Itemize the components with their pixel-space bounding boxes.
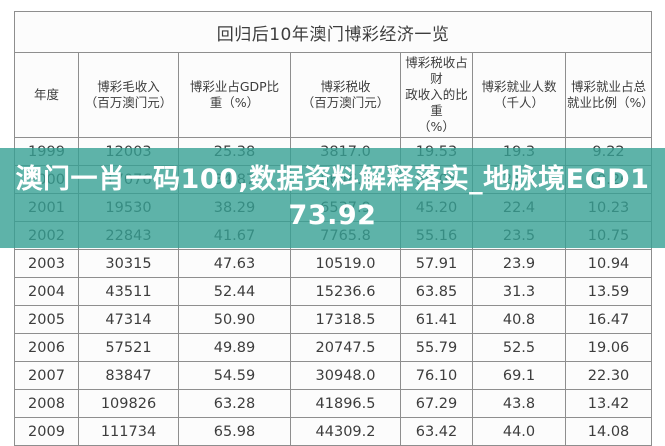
table-column-header-5: 博彩就业人数 （千人） (472, 52, 566, 138)
table-column-header-line: 博彩业占GDP比 (189, 79, 280, 94)
table-cell-value: 43.8 (472, 389, 566, 418)
table-cell-value: 57521 (78, 333, 179, 362)
table-cell-value: 41896.5 (290, 389, 401, 418)
table-title-row: 回归后10年澳门博彩经济一览 (13, 11, 653, 53)
table-column-header-1: 博彩毛收入 （百万澳门元） (78, 52, 179, 138)
table-cell-year: 2004 (14, 277, 79, 306)
table-cell-year: 2007 (14, 361, 79, 390)
table-cell-value: 44309.2 (290, 417, 401, 446)
table-column-header-line: 博彩税收 (320, 79, 371, 94)
table-cell-value: 55.79 (400, 333, 473, 362)
table-row: 2004 43511 52.44 15236.6 63.85 31.3 13.59 (14, 277, 653, 306)
table-cell-value: 61.41 (400, 305, 473, 334)
table-cell-value: 111734 (78, 417, 179, 446)
table-cell-value: 49.89 (178, 333, 291, 362)
table-column-header-line: 重（%） (209, 95, 260, 110)
table-cell-value: 52.44 (178, 277, 291, 306)
table-cell-value: 43511 (78, 277, 179, 306)
table-cell-value: 44.0 (472, 417, 566, 446)
table-cell-value: 63.42 (400, 417, 473, 446)
table-cell-value: 22.30 (564, 361, 653, 390)
table-column-header-line: 博彩毛收入 (97, 79, 160, 94)
table-cell-value: 63.85 (400, 277, 473, 306)
table-cell-value: 52.5 (472, 333, 566, 362)
table-cell-value: 23.9 (472, 249, 566, 278)
table-cell-value: 50.90 (178, 305, 291, 334)
table-column-header-4: 博彩税收占财 政收入的比重 （%） (400, 52, 473, 138)
table-cell-year: 2006 (14, 333, 79, 362)
table-row: 2008 109826 63.28 41896.5 67.29 43.8 13.42 (14, 389, 653, 418)
table-title: 回归后10年澳门博彩经济一览 (13, 11, 653, 53)
table-column-header-line: 就业比例（%） (567, 95, 654, 110)
watermark-text: 澳门一肖一码100,数据资料解释落实_地脉境EGD173.92 (15, 163, 650, 231)
table-column-header-line: （%） (418, 119, 455, 134)
table-column-header-0: 年度 (14, 52, 79, 138)
table-cell-value: 57.91 (400, 249, 473, 278)
table-row: 2005 47314 50.90 17318.5 61.41 40.8 16.47 (14, 305, 653, 334)
table-column-header-line: 政收入的比重 (405, 87, 468, 118)
table-cell-value: 14.08 (564, 417, 653, 446)
table-cell-value: 16.47 (564, 305, 653, 334)
table-cell-year: 2003 (14, 249, 79, 278)
table-column-header-line: 博彩就业占总 (571, 79, 647, 94)
table-cell-value: 17318.5 (290, 305, 401, 334)
table-cell-value: 30948.0 (290, 361, 401, 390)
table-cell-value: 65.98 (178, 417, 291, 446)
table-column-header-line: （百万澳门元） (84, 95, 173, 110)
table-cell-value: 19.06 (564, 333, 653, 362)
table-cell-value: 69.1 (472, 361, 566, 390)
table-row: 2007 83847 54.59 30948.0 76.10 69.1 22.30 (14, 361, 653, 390)
table-header-row: 年度 博彩毛收入 （百万澳门元） 博彩业占GDP比 重（%） 博彩税收 （百万澳门元） 博彩税… (14, 52, 654, 138)
table-cell-value: 10.94 (564, 249, 653, 278)
table-cell-value: 13.42 (564, 389, 653, 418)
table-cell-value: 63.28 (178, 389, 291, 418)
page-root: 回归后10年澳门博彩经济一览 年度 博彩毛收入 （百万澳门元） 博彩业占GDP比 重（%… (0, 11, 665, 446)
table-cell-value: 40.8 (472, 305, 566, 334)
table-cell-value: 15236.6 (290, 277, 401, 306)
table-cell-value: 47.63 (178, 249, 291, 278)
table-column-header-line: 博彩税收占财 (405, 55, 468, 86)
table-row: 2006 57521 49.89 20747.5 55.79 52.5 19.06 (14, 333, 653, 362)
table-column-header-line: （千人） (493, 95, 544, 110)
table-cell-value: 76.10 (400, 361, 473, 390)
table-column-header-line: （百万澳门元） (301, 95, 390, 110)
table-cell-value: 47314 (78, 305, 179, 334)
table-cell-value: 54.59 (178, 361, 291, 390)
table-cell-year: 2008 (14, 389, 79, 418)
table-column-header-6: 博彩就业占总 就业比例（%） (564, 52, 654, 138)
watermark-banner: 澳门一肖一码100,数据资料解释落实_地脉境EGD173.92 (0, 148, 665, 248)
table-cell-value: 31.3 (472, 277, 566, 306)
table-row: 2009 111734 65.98 44309.2 63.42 44.0 14.08 (14, 417, 653, 446)
table-column-header-2: 博彩业占GDP比 重（%） (178, 52, 291, 138)
table-cell-year: 2005 (14, 305, 79, 334)
table-cell-value: 10519.0 (290, 249, 401, 278)
table-cell-value: 67.29 (400, 389, 473, 418)
table-row: 2003 30315 47.63 10519.0 57.91 23.9 10.94 (14, 249, 653, 278)
table-column-header-line: 博彩就业人数 (481, 79, 557, 94)
table-cell-value: 13.59 (564, 277, 653, 306)
table-column-header-line: 年度 (33, 87, 59, 102)
table-column-header-3: 博彩税收 （百万澳门元） (290, 52, 401, 138)
table-cell-value: 109826 (78, 389, 179, 418)
table-cell-value: 30315 (78, 249, 179, 278)
table-head: 回归后10年澳门博彩经济一览 年度 博彩毛收入 （百万澳门元） 博彩业占GDP比 重（%… (13, 11, 654, 138)
table-cell-value: 83847 (78, 361, 179, 390)
table-cell-year: 2009 (14, 417, 79, 446)
table-cell-value: 20747.5 (290, 333, 401, 362)
